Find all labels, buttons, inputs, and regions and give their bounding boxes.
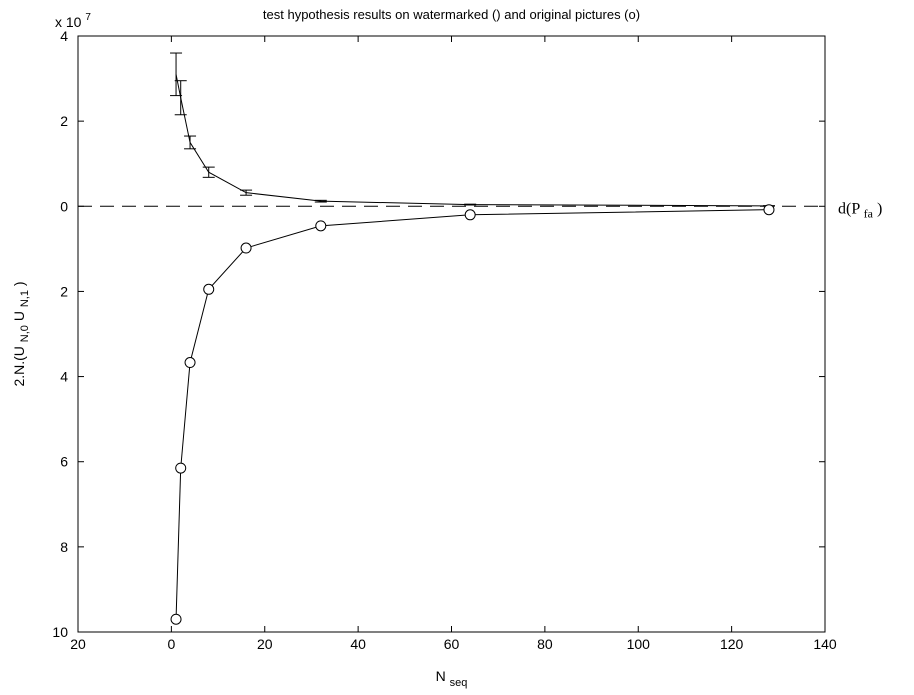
data-point-errorbar xyxy=(184,135,197,150)
x-tick-label: 20 xyxy=(257,636,273,652)
threshold-label-close: ) xyxy=(877,200,882,217)
y-tick-label: 6 xyxy=(60,454,68,470)
x-axis-ticks: 20 0 20 40 60 80 100 120 140 xyxy=(70,36,837,652)
series-line-1 xyxy=(175,74,769,207)
data-point-errorbar xyxy=(202,166,215,178)
data-point-errorbar xyxy=(464,203,477,206)
series-line-2 xyxy=(175,209,769,620)
y-axis-label-part1: 2.N.(U xyxy=(11,346,27,386)
x-tick-label: 100 xyxy=(627,636,651,652)
x-axis-label: N seq xyxy=(436,668,468,689)
data-point-circle xyxy=(464,209,476,221)
data-point-circle xyxy=(170,613,182,625)
y-exponent-label: x 10 7 xyxy=(55,12,91,30)
chart-title: test hypothesis results on watermarked (… xyxy=(263,7,640,22)
data-point-circle xyxy=(175,462,187,474)
y-axis-label-part2: U xyxy=(11,311,27,321)
y-axis-label-sub1: N,0 xyxy=(19,325,31,342)
y-axis-label-sub2: N,1 xyxy=(19,290,31,307)
y-tick-label: 2 xyxy=(60,113,68,129)
x-tick-label: 0 xyxy=(167,636,175,652)
x-tick-label: 140 xyxy=(813,636,837,652)
data-point-circle xyxy=(203,283,215,295)
data-point-circle xyxy=(315,220,327,232)
x-tick-label: 80 xyxy=(537,636,553,652)
x-axis-label-sub: seq xyxy=(450,677,468,689)
y-exponent-power: 7 xyxy=(85,12,91,23)
x-tick-label: 20 xyxy=(70,636,86,652)
data-point-circle xyxy=(240,242,252,254)
y-tick-label: 4 xyxy=(60,28,68,44)
plot-frame xyxy=(77,35,826,633)
series-group xyxy=(170,52,775,625)
x-tick-label: 120 xyxy=(720,636,744,652)
y-tick-label: 0 xyxy=(60,198,68,214)
data-point-circle xyxy=(184,357,196,369)
data-point-errorbar xyxy=(240,189,253,196)
y-tick-label: 2 xyxy=(60,283,68,299)
y-axis-label-part3: ) xyxy=(11,281,27,286)
y-axis-ticks: 4 2 0 2 4 6 8 10 xyxy=(52,28,825,640)
threshold-label-sub: fa xyxy=(864,206,874,220)
y-tick-label: 8 xyxy=(60,539,68,555)
y-exponent-base: x 10 xyxy=(55,14,82,30)
x-axis-label-main: N xyxy=(436,668,446,684)
threshold-label: d(P fa ) xyxy=(838,200,882,221)
y-tick-label: 4 xyxy=(60,369,68,385)
data-point-errorbar xyxy=(170,52,183,97)
y-axis-label: 2.N.(U N,0 U N,1 ) xyxy=(11,281,31,386)
y-tick-label: 10 xyxy=(52,624,68,640)
x-tick-label: 40 xyxy=(350,636,366,652)
x-tick-label: 60 xyxy=(444,636,460,652)
data-point-errorbar xyxy=(314,199,327,203)
data-point-circle xyxy=(763,204,775,216)
data-point-errorbar xyxy=(174,80,187,116)
threshold-label-main: d(P xyxy=(838,200,860,217)
